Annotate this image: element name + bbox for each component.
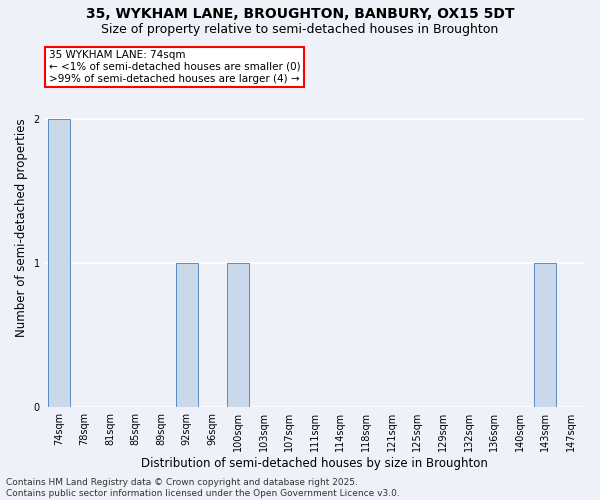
Bar <box>48 120 70 407</box>
Text: 35 WYKHAM LANE: 74sqm
← <1% of semi-detached houses are smaller (0)
>99% of semi: 35 WYKHAM LANE: 74sqm ← <1% of semi-deta… <box>49 50 300 84</box>
Text: Size of property relative to semi-detached houses in Broughton: Size of property relative to semi-detach… <box>101 22 499 36</box>
Bar <box>227 264 249 407</box>
Text: Contains HM Land Registry data © Crown copyright and database right 2025.
Contai: Contains HM Land Registry data © Crown c… <box>6 478 400 498</box>
Text: 35, WYKHAM LANE, BROUGHTON, BANBURY, OX15 5DT: 35, WYKHAM LANE, BROUGHTON, BANBURY, OX1… <box>86 8 514 22</box>
Y-axis label: Number of semi-detached properties: Number of semi-detached properties <box>15 118 28 336</box>
Bar <box>535 264 556 407</box>
X-axis label: Distribution of semi-detached houses by size in Broughton: Distribution of semi-detached houses by … <box>142 457 488 470</box>
Bar <box>176 264 197 407</box>
